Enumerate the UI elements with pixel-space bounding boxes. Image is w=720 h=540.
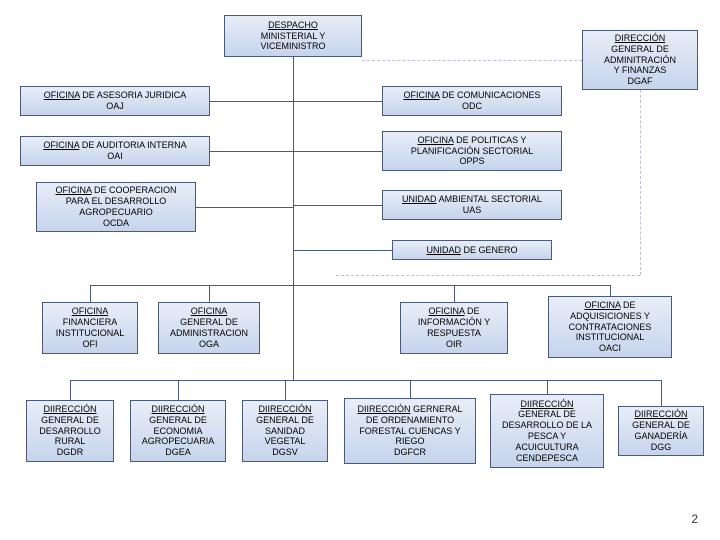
dashed-v <box>640 90 641 275</box>
node-oir: OFICINA DEINFORMACIÓN YRESPUESTAOIR <box>400 302 508 354</box>
connector-h <box>293 205 382 206</box>
connector-v <box>178 380 179 400</box>
connector-v <box>70 380 71 400</box>
connector-h <box>196 207 293 208</box>
node-dgfcr: DIIRECCIÓN GERNERALDE ORDENAMIENTOFOREST… <box>344 398 476 464</box>
node-uas: UNIDAD AMBIENTAL SECTORIALUAS <box>382 190 562 220</box>
dashed-h <box>336 275 640 276</box>
connector-v <box>209 285 210 302</box>
node-oaci: OFICINA DEADQUISICIONES YCONTRATACIONESI… <box>548 296 672 358</box>
node-ofi: OFICINAFINANCIERAINSTITUCIONALOFI <box>42 302 138 354</box>
connector-v <box>661 380 662 406</box>
connector-h <box>293 101 382 102</box>
connector-v <box>90 285 91 302</box>
node-oaj: OFICINA DE ASESORIA JURIDICAOAJ <box>20 86 210 116</box>
connector-h <box>210 101 293 102</box>
connector-v <box>285 380 286 400</box>
connector-h <box>90 285 610 286</box>
connector-v <box>293 57 294 380</box>
node-oai: OFICINA DE AUDITORIA INTERNAOAI <box>20 136 210 166</box>
connector-h <box>293 250 392 251</box>
node-dgg: DIIRECCIÓNGENERAL DEGANADERÍADGG <box>618 406 704 456</box>
node-despacho: DESPACHOMINISTERIAL YVICEMINISTRO <box>224 15 362 57</box>
connector-v <box>610 285 611 296</box>
node-odc: OFICINA DE COMUNICACIONESODC <box>382 86 562 116</box>
connector-h <box>210 151 293 152</box>
node-dgdr: DIIRECCIÓNGENERAL DEDESARROLLORURALDGDR <box>26 400 114 462</box>
node-oga: OFICINAGENERAL DEADMINISTRACIONOGA <box>158 302 260 354</box>
connector-h <box>293 151 382 152</box>
connector-v <box>547 380 548 394</box>
node-ocda: OFICINA DE COOPERACIONPARA EL DESARROLLO… <box>36 182 196 232</box>
node-dgsv: DIIRECCIÓNGENERAL DESANIDADVEGETALDGSV <box>242 400 328 462</box>
node-opps: OFICINA DE POLITICAS YPLANIFICACIÓN SECT… <box>382 131 562 171</box>
node-genero: UNIDAD DE GENERO <box>392 240 552 260</box>
dashed-h <box>362 60 582 61</box>
connector-v <box>454 285 455 302</box>
page-number: 2 <box>691 512 698 526</box>
connector-h <box>70 380 661 381</box>
node-dgea: DIIRECCIÓNGENERAL DEECONOMIAAGROPECUARIA… <box>130 400 226 462</box>
node-cendepesca: DIIRECCIÓNGENERAL DEDESARROLLO DE LAPESC… <box>490 394 604 468</box>
node-dgaf: DIRECCIÓNGENERAL DEADMINITRACIÓNY FINANZ… <box>582 30 698 90</box>
connector-v <box>410 380 411 398</box>
